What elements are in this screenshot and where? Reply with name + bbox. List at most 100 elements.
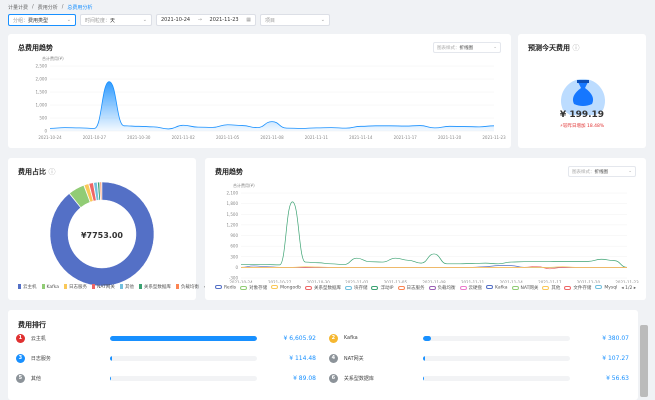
legend-item[interactable]: 云主机 bbox=[18, 284, 37, 290]
legend-item[interactable]: 文件存储 bbox=[564, 285, 591, 291]
scrollbar[interactable] bbox=[640, 325, 648, 397]
chart-type-select[interactable]: 图表样式：折线图 ⌄ bbox=[433, 42, 501, 53]
legend-item[interactable]: Redis bbox=[215, 285, 236, 291]
y-tick-label: 2,000 bbox=[36, 77, 48, 82]
forecast-value: ¥ 199.19 bbox=[559, 110, 605, 120]
y-tick-label: 500 bbox=[39, 116, 47, 121]
date-range-picker[interactable]: 2021-10-24 → 2021-11-23 ▦ bbox=[156, 14, 256, 26]
time-granularity-select[interactable]: 时间粒度：天 ⌄ bbox=[80, 14, 152, 26]
legend-item[interactable]: 对象存储 bbox=[240, 285, 267, 291]
breadcrumb-item[interactable]: 计量计费 bbox=[8, 5, 29, 11]
chart-type-select[interactable]: 图表样式：折线图 ⌄ bbox=[568, 166, 636, 177]
x-tick-label: 2021-11-20 bbox=[577, 280, 601, 283]
x-tick-label: 2021-11-23 bbox=[482, 135, 506, 140]
legend-item[interactable]: NAT网关 bbox=[511, 285, 538, 291]
legend-item[interactable]: 浮动IP bbox=[371, 285, 394, 291]
project-select[interactable]: 项目 ⌄ bbox=[260, 14, 330, 26]
rank-value: ¥ 56.63 bbox=[606, 374, 629, 382]
share-card: 费用占比 ⓘ ¥7753.00 云主机 Kafka 日志服务 NAT网关 其他 关系型数据… bbox=[8, 158, 219, 300]
pie-slice-关系型数据库 bbox=[97, 181, 101, 201]
x-tick-label: 2021-11-08 bbox=[260, 135, 284, 140]
rank-badge: 6 bbox=[329, 373, 338, 383]
legend-item[interactable]: Mysql bbox=[595, 285, 617, 291]
rank-value: ¥ 114.48 bbox=[289, 354, 316, 362]
legend-item[interactable]: 云硬盘 bbox=[459, 285, 482, 291]
legend-item[interactable]: Kafka bbox=[41, 284, 59, 290]
pie-slice-云主机 bbox=[49, 181, 155, 287]
pie-slice-Kafka bbox=[69, 185, 91, 208]
legend-item[interactable]: 日志服务 bbox=[397, 285, 425, 291]
legend-item[interactable]: 负载均衡 bbox=[428, 285, 456, 291]
x-tick-label: 2021-11-23 bbox=[615, 280, 639, 283]
ranking-item: 1 云主机 ¥ 6,605.92 bbox=[16, 332, 316, 344]
share-donut-chart bbox=[49, 181, 155, 287]
x-tick-label: 2021-10-24 bbox=[229, 280, 253, 283]
x-tick-label: 2021-10-27 bbox=[83, 135, 107, 140]
y-tick-label: 1,500 bbox=[36, 90, 48, 95]
legend-item[interactable]: 日志服务 bbox=[64, 284, 87, 290]
legend-item[interactable]: Mongodb bbox=[271, 285, 301, 291]
chevron-down-icon: ⌄ bbox=[66, 17, 71, 23]
legend-item[interactable]: NAT网关 bbox=[92, 284, 115, 290]
ranking-item: 5 其他 ¥ 89.08 bbox=[16, 372, 316, 384]
y-tick-label: 0 bbox=[44, 129, 47, 134]
legend-item[interactable]: Kafka bbox=[486, 285, 508, 291]
x-tick-label: 2021-11-11 bbox=[461, 280, 485, 283]
chevron-down-icon: ⌄ bbox=[320, 17, 325, 23]
y-axis-label: 合计费用(¥) bbox=[42, 55, 64, 61]
x-tick-label: 2021-10-24 bbox=[38, 135, 62, 140]
y-tick-label: -300 bbox=[229, 276, 239, 281]
forecast-card: 预测今天费用 ⓘ ¥ 199.19 ⚡较昨日增加 18.48% bbox=[518, 34, 646, 148]
rank-badge: 4 bbox=[329, 353, 338, 363]
y-tick-label: 1,500 bbox=[227, 212, 239, 217]
y-tick-label: 600 bbox=[230, 244, 238, 249]
series-line-Mongodb bbox=[241, 266, 627, 268]
breadcrumb-current: 总费用分析 bbox=[67, 5, 93, 11]
forecast-change: ⚡较昨日增加 18.48% bbox=[559, 124, 605, 129]
legend-item[interactable]: 负载均衡 bbox=[175, 284, 199, 290]
rank-badge: 3 bbox=[16, 353, 25, 363]
legend-pager[interactable]: ◂ 1/2 ▸ bbox=[621, 285, 637, 291]
breadcrumb-item[interactable]: 费用分析 bbox=[37, 5, 58, 11]
x-tick-label: 2021-11-14 bbox=[500, 280, 524, 283]
x-tick-label: 2021-10-30 bbox=[127, 135, 151, 140]
total-trend-card: 总费用趋势 图表样式：折线图 ⌄ 合计费用(¥) 0 500 1,000 1,500 2,0… bbox=[8, 34, 511, 148]
pie-slice-负载均衡 bbox=[99, 181, 102, 201]
ranking-item: 4 NAT网关 ¥ 107.27 bbox=[329, 352, 629, 364]
x-tick-label: 2021-11-05 bbox=[216, 135, 240, 140]
y-tick-label: 900 bbox=[230, 233, 238, 238]
y-tick-label: 1,000 bbox=[36, 103, 48, 108]
rank-name: Kafka bbox=[343, 335, 358, 341]
legend-item[interactable]: 关系型数据库 bbox=[304, 285, 341, 291]
rank-value: ¥ 89.08 bbox=[293, 374, 316, 382]
rank-name: NAT网关 bbox=[343, 355, 364, 362]
pie-slice-日志服务 bbox=[83, 183, 94, 203]
info-icon: ⓘ bbox=[48, 168, 56, 176]
rank-name: 日志服务 bbox=[30, 355, 51, 362]
y-tick-label: 0 bbox=[235, 265, 238, 270]
series-line-浮动IP bbox=[241, 201, 628, 268]
legend-item[interactable]: 块存储 bbox=[344, 285, 367, 291]
rank-progress-bar bbox=[422, 375, 570, 381]
rank-badge: 1 bbox=[16, 333, 25, 343]
rank-value: ¥ 107.27 bbox=[602, 354, 629, 362]
card-title: 预测今天费用 ⓘ bbox=[528, 44, 580, 52]
y-axis-label: 合计费用(¥) bbox=[233, 182, 255, 188]
area-fill bbox=[50, 81, 494, 131]
card-title: 总费用趋势 bbox=[18, 44, 53, 52]
rank-name: 其他 bbox=[30, 375, 41, 382]
x-tick-label: 2021-11-05 bbox=[384, 280, 408, 283]
ranking-card: 费用排行 1 云主机 ¥ 6,605.92 2 Kafka ¥ 380.07 3… bbox=[8, 310, 638, 400]
x-tick-label: 2021-11-20 bbox=[438, 135, 462, 140]
rank-name: 云主机 bbox=[30, 335, 46, 342]
group-select[interactable]: 分组：费用类型 ⌄ bbox=[8, 14, 76, 26]
legend-item[interactable]: 其他 bbox=[542, 285, 560, 291]
chevron-down-icon: ⌄ bbox=[142, 17, 147, 23]
x-tick-label: 2021-11-14 bbox=[349, 135, 373, 140]
y-tick-label: 1,800 bbox=[227, 201, 239, 206]
legend-item[interactable]: 其他 bbox=[119, 284, 134, 290]
legend-item[interactable]: 关系型数据库 bbox=[138, 284, 171, 290]
y-tick-label: 2,100 bbox=[227, 191, 239, 196]
x-tick-label: 2021-10-30 bbox=[307, 280, 331, 283]
x-tick-label: 2021-11-17 bbox=[394, 135, 418, 140]
